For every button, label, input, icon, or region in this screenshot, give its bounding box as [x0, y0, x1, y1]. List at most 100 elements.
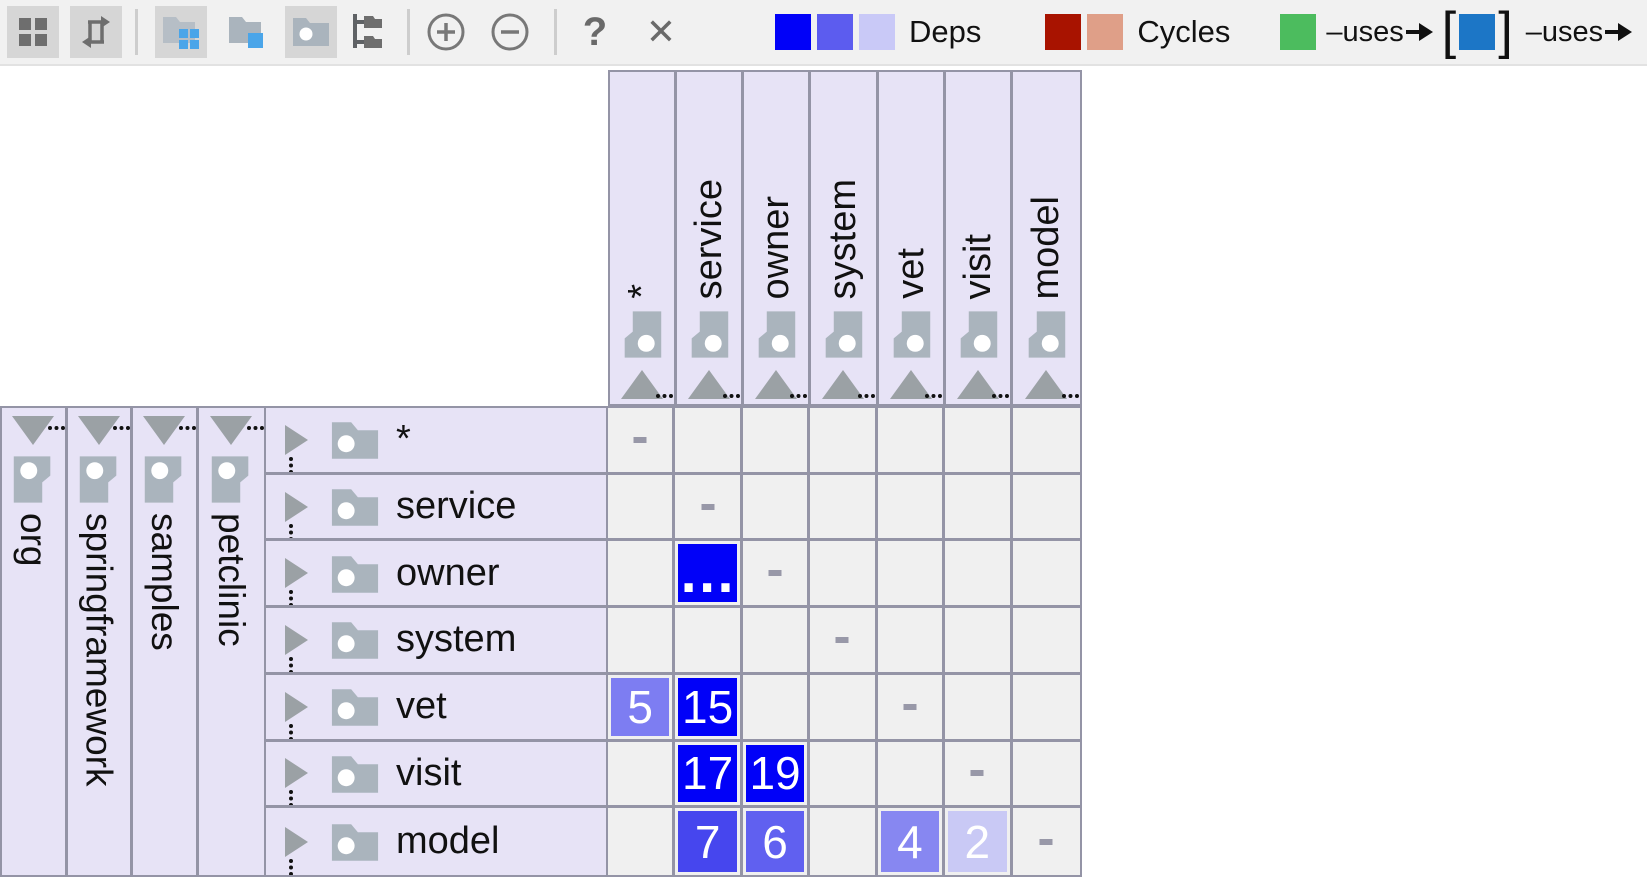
- matrix-row-visit[interactable]: visit: [266, 742, 606, 809]
- matrix-view-button[interactable]: [7, 6, 59, 58]
- cell-visit-model[interactable]: [1012, 742, 1080, 809]
- matrix-row-service[interactable]: service: [266, 475, 606, 542]
- cell-vet-*[interactable]: 5: [608, 674, 676, 742]
- cell-*-model[interactable]: [1012, 408, 1080, 475]
- expand-package-button[interactable]: [221, 6, 273, 58]
- triangle-up-icon[interactable]: [755, 370, 798, 399]
- cell-service-system[interactable]: [810, 474, 878, 542]
- triangle-up-icon[interactable]: [956, 370, 999, 399]
- cell-owner-visit[interactable]: [945, 541, 1013, 609]
- cell-owner-service[interactable]: …: [675, 541, 743, 609]
- triangle-up-icon[interactable]: [688, 370, 731, 399]
- column-header-service[interactable]: service: [677, 72, 745, 404]
- cell-visit-visit[interactable]: [945, 741, 1013, 809]
- column-header-model[interactable]: model: [1013, 72, 1080, 404]
- cell-model-model[interactable]: [1013, 808, 1080, 875]
- matrix-row-vet[interactable]: vet: [266, 675, 606, 742]
- cell-vet-visit[interactable]: [945, 674, 1013, 742]
- cycle-detection-button[interactable]: [70, 6, 122, 58]
- cell-service-*[interactable]: [608, 474, 676, 542]
- folder-icon: [826, 311, 863, 358]
- cell-owner-vet[interactable]: [877, 541, 946, 609]
- matrix-row-system[interactable]: system: [266, 608, 606, 675]
- column-header-system[interactable]: system: [811, 72, 879, 404]
- triangle-up-icon[interactable]: [822, 370, 865, 399]
- ellipsis-dots-icon: [289, 456, 293, 472]
- cell-owner-system[interactable]: [810, 541, 878, 609]
- expand-all-packages-button[interactable]: [155, 6, 207, 58]
- folder-icon: [79, 456, 117, 503]
- cell-system-service[interactable]: [675, 608, 743, 675]
- cell-visit-owner[interactable]: 19: [742, 741, 811, 809]
- cell-service-vet[interactable]: [877, 474, 946, 542]
- cell-system-system[interactable]: [810, 608, 878, 675]
- cell-system-vet[interactable]: [877, 608, 946, 675]
- folder-icon: [624, 311, 662, 358]
- hierarchy-strip-samples[interactable]: samples: [133, 408, 199, 875]
- cell-*-*[interactable]: [608, 408, 676, 475]
- hierarchy-strip-org[interactable]: org: [2, 408, 68, 875]
- close-button[interactable]: ✕: [635, 6, 687, 58]
- column-header-owner[interactable]: owner: [744, 72, 812, 404]
- cell-*-service[interactable]: [675, 408, 743, 475]
- expand-icon[interactable]: [280, 608, 314, 672]
- cell-visit-vet[interactable]: [877, 741, 946, 809]
- cell-service-model[interactable]: [1012, 475, 1080, 542]
- hierarchy-strip-springframework[interactable]: springframework: [68, 408, 133, 875]
- zoom-in-button[interactable]: [420, 6, 472, 58]
- cell-*-system[interactable]: [810, 408, 878, 475]
- triangle-down-icon[interactable]: [12, 416, 55, 445]
- expand-icon[interactable]: [280, 541, 314, 606]
- matrix-row-model[interactable]: model: [266, 808, 606, 875]
- expand-icon[interactable]: [280, 808, 314, 875]
- cell-service-owner[interactable]: [742, 474, 811, 542]
- cell-system-visit[interactable]: [945, 608, 1013, 675]
- cell-model-system[interactable]: [810, 808, 878, 875]
- cell-owner-*[interactable]: [608, 541, 676, 609]
- row-label: model: [396, 820, 500, 863]
- triangle-up-icon[interactable]: [1025, 370, 1068, 399]
- hierarchy-strip-petclinic[interactable]: petclinic: [199, 408, 264, 875]
- cell-model-vet[interactable]: 4: [878, 808, 946, 875]
- expand-icon[interactable]: [280, 742, 314, 806]
- cell-service-visit[interactable]: [945, 474, 1013, 542]
- cell-service-service[interactable]: [675, 474, 743, 542]
- cell-vet-model[interactable]: [1012, 675, 1080, 742]
- triangle-down-icon[interactable]: [210, 416, 253, 445]
- triangle-up-icon[interactable]: [621, 370, 664, 399]
- matrix-row-*[interactable]: *: [266, 408, 606, 475]
- package-tree-button[interactable]: [350, 6, 386, 58]
- cell-*-visit[interactable]: [945, 408, 1013, 475]
- expand-icon[interactable]: [280, 408, 314, 472]
- cell-model-service[interactable]: 7: [675, 808, 743, 875]
- cell-*-owner[interactable]: [742, 408, 811, 475]
- triangle-up-icon[interactable]: [889, 370, 932, 399]
- expand-icon[interactable]: [280, 475, 314, 539]
- column-header-visit[interactable]: visit: [946, 72, 1013, 404]
- cell-vet-service[interactable]: 15: [675, 674, 743, 742]
- cell-model-visit[interactable]: 2: [945, 808, 1013, 875]
- cell-visit-*[interactable]: [608, 741, 676, 809]
- cell-vet-vet[interactable]: [877, 674, 946, 742]
- column-header-vet[interactable]: vet: [879, 72, 946, 404]
- cell-model-*[interactable]: [608, 808, 676, 875]
- triangle-down-icon[interactable]: [143, 416, 186, 445]
- zoom-out-button[interactable]: [484, 6, 536, 58]
- cell-owner-owner[interactable]: [742, 541, 811, 609]
- expand-icon[interactable]: [280, 675, 314, 739]
- cell-vet-owner[interactable]: [742, 674, 811, 742]
- column-header-*[interactable]: *: [610, 72, 678, 404]
- cell-visit-service[interactable]: 17: [675, 741, 743, 809]
- cell-model-owner[interactable]: 6: [743, 808, 811, 875]
- cell-system-model[interactable]: [1012, 608, 1080, 675]
- collapse-package-button[interactable]: [285, 6, 337, 58]
- matrix-row-owner[interactable]: owner: [266, 541, 606, 609]
- cell-system-owner[interactable]: [742, 608, 811, 675]
- cell-*-vet[interactable]: [877, 408, 946, 475]
- help-button[interactable]: ?: [569, 6, 621, 58]
- cell-system-*[interactable]: [608, 608, 676, 675]
- cell-owner-model[interactable]: [1012, 541, 1080, 609]
- triangle-down-icon[interactable]: [77, 416, 120, 445]
- cell-vet-system[interactable]: [810, 674, 878, 742]
- cell-visit-system[interactable]: [810, 741, 878, 809]
